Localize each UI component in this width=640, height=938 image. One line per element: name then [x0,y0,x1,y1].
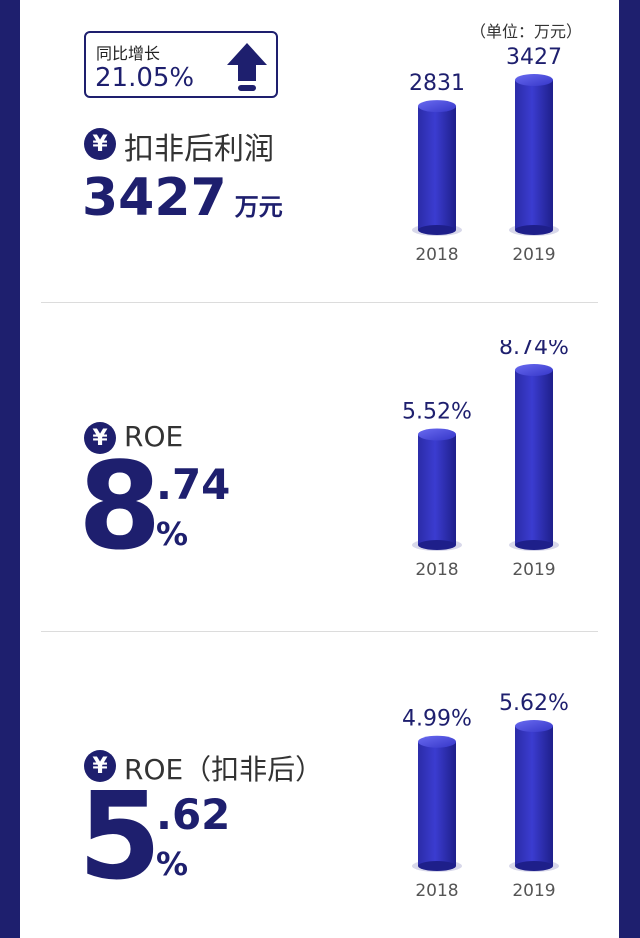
yen-icon: ¥ [84,422,116,454]
profit-unit: 万元 [234,193,283,221]
growth-label: 同比增长 [96,44,161,63]
roe-adjusted-percent: % [156,845,189,883]
tick-label: 2019 [512,560,555,580]
metric-title-roe: ROE [124,420,184,453]
tick-label: 2018 [415,245,458,265]
bar-2018 [418,434,456,545]
roe-integer: 8 [78,438,162,577]
growth-value: 21.05% [95,63,195,93]
bar-bottom [515,540,553,550]
chart-roe-adjusted-svg: 4.99% 2018 5.62% 2019 [402,691,569,901]
tick-label: 2018 [415,560,458,580]
data-label: 5.62% [499,691,569,716]
tick-label: 2019 [512,881,555,901]
divider [41,302,598,303]
bar-top [515,720,553,732]
bar-bottom [515,225,553,235]
bar-2019 [515,726,553,866]
data-label: 2831 [409,71,465,96]
unit-note: （单位：万元） [470,22,583,41]
roe-decimal: .74 [156,460,231,509]
yen-icon: ¥ [84,128,116,160]
chart-roe-adjusted: 4.99% 2018 5.62% 2019 [360,686,600,916]
up-arrow-icon [227,43,267,91]
bar-2019 [515,80,553,230]
data-label: 4.99% [402,707,472,732]
metric-title-profit: 扣非后利润 [124,132,274,167]
bar-top [418,735,456,748]
profit-number: 3427 [82,168,227,228]
bar-bottom [515,861,553,871]
bar-top [418,100,456,113]
bar-bottom [418,861,456,871]
chart-profit-svg: 2831 2018 3427 2019 [409,45,562,265]
bar-top [515,74,553,86]
data-label: 8.74% [499,340,569,360]
yen-icon: ¥ [84,750,116,782]
metric-title-roe-adjusted: ROE（扣非后） [124,753,324,786]
bar-bottom [418,540,456,550]
roe-adjusted-integer: 5 [78,768,162,907]
tick-label: 2018 [415,881,458,901]
bar-bottom [418,225,456,235]
bar-top [515,364,553,376]
bar-top [418,428,456,441]
chart-profit: 2831 2018 3427 2019 [360,40,600,270]
bar-2018 [418,106,456,230]
tick-label: 2019 [512,245,555,265]
growth-badge: 同比增长 21.05% [84,31,278,98]
roe-percent: % [156,515,189,553]
profit-value: 3427 万元 [82,168,283,228]
chart-roe: 5.52% 2018 8.74% 2019 [360,340,600,590]
data-label: 3427 [506,45,562,70]
bar-2018 [418,741,456,866]
data-label: 5.52% [402,399,472,424]
bar-2019 [515,370,553,545]
divider [41,631,598,632]
roe-adjusted-decimal: .62 [156,790,231,839]
chart-roe-svg: 5.52% 2018 8.74% 2019 [402,340,569,580]
